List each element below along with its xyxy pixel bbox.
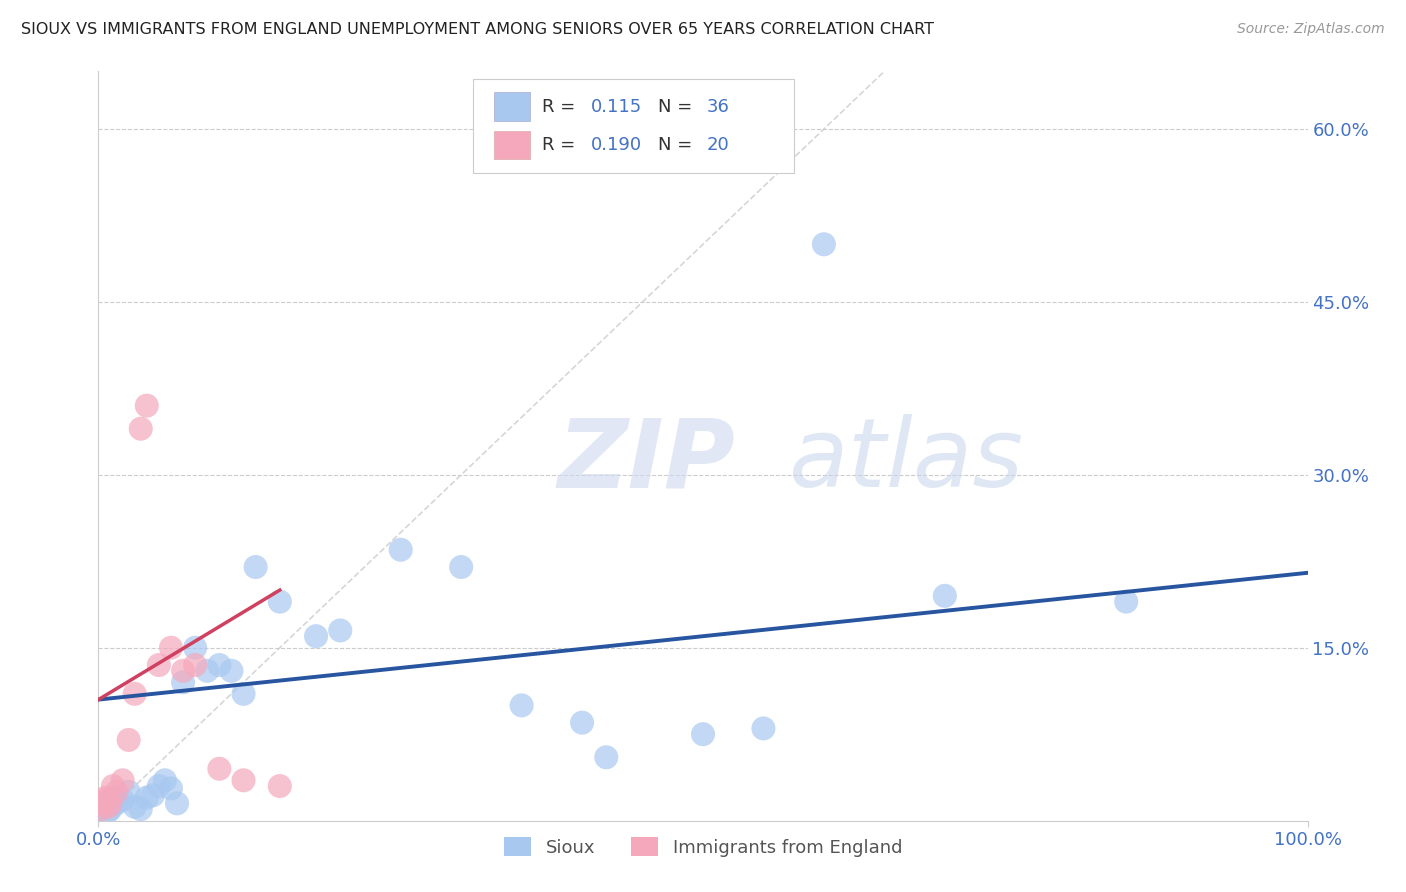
Point — [148, 779, 170, 793]
Point — [160, 781, 183, 796]
Text: R =: R = — [543, 97, 581, 116]
Point — [934, 589, 956, 603]
Point — [1115, 594, 1137, 608]
Point — [100, 802, 122, 816]
Point — [450, 560, 472, 574]
Point — [195, 664, 218, 678]
Point — [813, 237, 835, 252]
FancyBboxPatch shape — [494, 130, 530, 159]
Text: 0.190: 0.190 — [591, 136, 641, 153]
Point — [232, 773, 254, 788]
Text: Source: ZipAtlas.com: Source: ZipAtlas.com — [1237, 22, 1385, 37]
Point — [97, 799, 120, 814]
Point — [94, 790, 117, 805]
Text: 0.115: 0.115 — [591, 97, 641, 116]
Point — [111, 793, 134, 807]
Point — [172, 664, 194, 678]
Text: ZIP: ZIP — [558, 415, 735, 508]
Point — [208, 762, 231, 776]
Point — [148, 658, 170, 673]
Point — [269, 594, 291, 608]
Point — [208, 658, 231, 673]
Point — [93, 797, 115, 811]
Point — [101, 779, 124, 793]
Text: SIOUX VS IMMIGRANTS FROM ENGLAND UNEMPLOYMENT AMONG SENIORS OVER 65 YEARS CORREL: SIOUX VS IMMIGRANTS FROM ENGLAND UNEMPLO… — [21, 22, 934, 37]
Point — [118, 785, 141, 799]
Text: 20: 20 — [707, 136, 730, 153]
Point — [571, 715, 593, 730]
FancyBboxPatch shape — [494, 93, 530, 120]
Point — [184, 658, 207, 673]
Point — [91, 797, 114, 811]
Point — [105, 797, 128, 811]
Point — [245, 560, 267, 574]
Point — [91, 802, 114, 816]
Point — [232, 687, 254, 701]
Point — [389, 542, 412, 557]
Point — [269, 779, 291, 793]
Text: R =: R = — [543, 136, 581, 153]
Point — [111, 773, 134, 788]
Point — [135, 399, 157, 413]
Point — [166, 797, 188, 811]
Point — [510, 698, 533, 713]
Point — [129, 422, 152, 436]
Point — [135, 790, 157, 805]
Point — [221, 664, 243, 678]
Point — [153, 773, 176, 788]
Point — [305, 629, 328, 643]
Point — [172, 675, 194, 690]
Point — [329, 624, 352, 638]
Point — [160, 640, 183, 655]
Point — [97, 805, 120, 819]
Text: atlas: atlas — [787, 415, 1022, 508]
Point — [90, 802, 112, 816]
Text: 36: 36 — [707, 97, 730, 116]
Point — [129, 802, 152, 816]
Point — [101, 790, 124, 805]
Point — [93, 793, 115, 807]
FancyBboxPatch shape — [474, 78, 793, 172]
Point — [184, 640, 207, 655]
Legend: Sioux, Immigrants from England: Sioux, Immigrants from England — [496, 830, 910, 864]
Point — [752, 722, 775, 736]
Point — [124, 799, 146, 814]
Text: N =: N = — [658, 97, 699, 116]
Point — [692, 727, 714, 741]
Text: N =: N = — [658, 136, 699, 153]
Point — [100, 797, 122, 811]
Point — [105, 785, 128, 799]
Point — [142, 789, 165, 803]
Point — [118, 733, 141, 747]
Point — [124, 687, 146, 701]
Point — [595, 750, 617, 764]
